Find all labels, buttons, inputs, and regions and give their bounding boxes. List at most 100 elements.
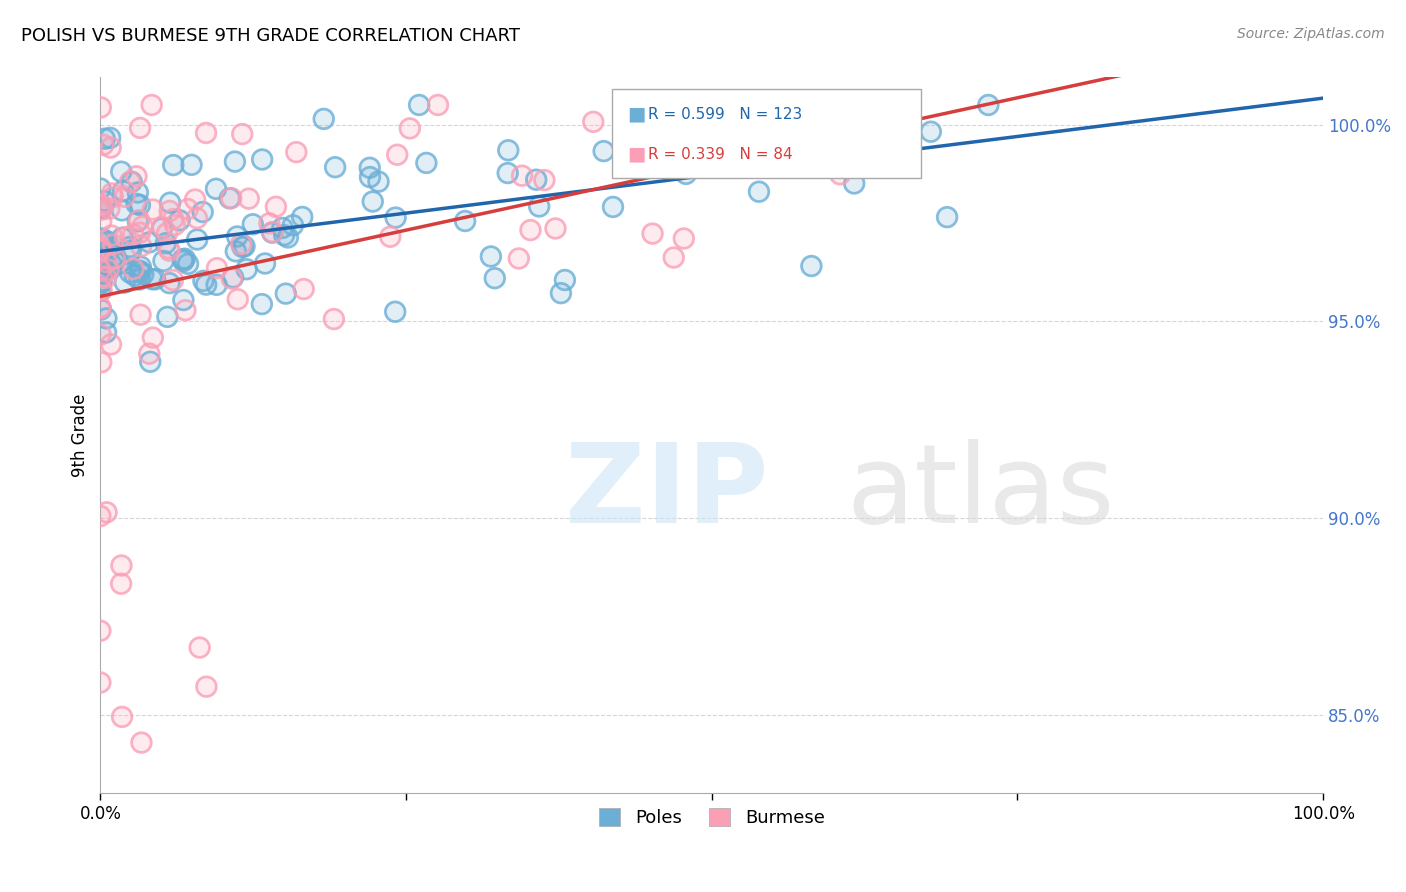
Point [259, 216, 281, 230]
Text: atlas: atlas [846, 439, 1115, 546]
Point [169, 213, 191, 227]
Point [114, 230, 136, 244]
Point [195, 680, 218, 694]
Point [96, 505, 118, 519]
Point [544, 221, 567, 235]
Point [156, 310, 179, 324]
Point [89, 181, 111, 195]
Point [544, 221, 567, 235]
Point [114, 190, 136, 204]
Point [238, 192, 260, 206]
Point [96, 255, 118, 269]
Point [90, 231, 112, 245]
Point [90, 284, 112, 298]
Point [104, 253, 127, 268]
Point [218, 191, 240, 205]
Point [114, 230, 136, 244]
Point [177, 257, 200, 271]
Point [90, 263, 112, 277]
Point [93, 267, 115, 281]
Point [359, 161, 381, 175]
Point [226, 292, 249, 306]
Point [250, 297, 273, 311]
Point [111, 231, 134, 245]
Point [89, 508, 111, 523]
Point [188, 640, 211, 655]
Point [291, 210, 314, 224]
Point [233, 239, 256, 253]
Point [408, 98, 430, 112]
Point [291, 210, 314, 224]
Point [186, 211, 208, 226]
Point [225, 244, 247, 259]
Point [143, 272, 166, 286]
Point [408, 98, 430, 112]
Point [162, 212, 184, 227]
Point [139, 355, 162, 369]
Point [524, 172, 547, 186]
Point [152, 220, 174, 235]
Point [111, 184, 134, 198]
Point [188, 640, 211, 655]
Point [479, 250, 502, 264]
Point [128, 272, 150, 286]
Point [672, 231, 695, 245]
Point [110, 164, 132, 178]
Point [235, 262, 257, 277]
Point [159, 203, 181, 218]
Point [159, 244, 181, 258]
Point [748, 185, 770, 199]
Point [262, 226, 284, 240]
Point [508, 252, 530, 266]
Point [277, 230, 299, 244]
Point [138, 346, 160, 360]
Point [162, 158, 184, 172]
Point [162, 273, 184, 287]
Point [121, 175, 143, 189]
Point [97, 244, 120, 258]
Point [93, 132, 115, 146]
Point [131, 219, 153, 234]
Point [172, 254, 194, 268]
Point [89, 284, 111, 298]
Point [398, 121, 420, 136]
Point [384, 304, 406, 318]
Point [285, 145, 308, 160]
Point [582, 115, 605, 129]
Point [100, 140, 122, 154]
Point [101, 186, 124, 201]
Point [90, 244, 112, 259]
Point [142, 331, 165, 345]
Point [101, 190, 124, 204]
Point [127, 214, 149, 228]
Point [129, 198, 152, 212]
Point [141, 272, 163, 286]
Point [89, 261, 111, 276]
Point [110, 558, 132, 573]
Point [127, 214, 149, 228]
Point [89, 675, 111, 690]
Point [695, 120, 717, 134]
Text: Source: ZipAtlas.com: Source: ZipAtlas.com [1237, 27, 1385, 41]
Point [94, 270, 117, 285]
Point [155, 236, 177, 251]
Point [184, 193, 207, 207]
Point [274, 286, 297, 301]
Point [94, 270, 117, 285]
Point [264, 200, 287, 214]
Point [169, 213, 191, 227]
Point [508, 252, 530, 266]
Point [94, 326, 117, 340]
Point [159, 276, 181, 290]
Point [498, 143, 520, 157]
Point [592, 144, 614, 158]
Point [277, 230, 299, 244]
Point [191, 205, 214, 219]
Point [129, 260, 152, 274]
Point [322, 312, 344, 326]
Point [271, 221, 294, 235]
Point [97, 244, 120, 258]
Point [93, 194, 115, 208]
Point [195, 126, 218, 140]
Point [454, 214, 477, 228]
